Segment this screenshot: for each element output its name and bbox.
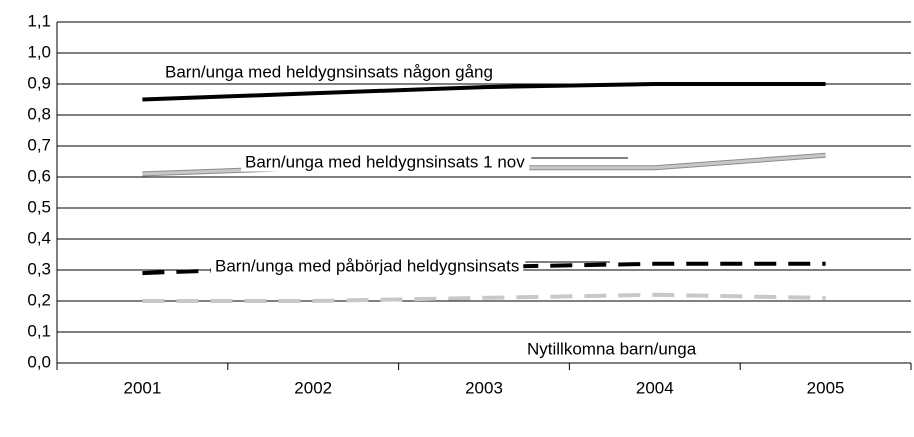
y-tick-label: 0,5 xyxy=(27,197,51,216)
y-tick-label: 0,8 xyxy=(27,104,51,123)
y-tick-label: 0,9 xyxy=(27,73,51,92)
series-line xyxy=(142,292,826,303)
y-tick-label: 0,3 xyxy=(27,259,51,278)
y-tick-label: 1,0 xyxy=(27,42,51,61)
y-tick-label: 1,1 xyxy=(27,11,51,30)
y-tick-label: 0,7 xyxy=(27,135,51,154)
x-tick-label: 2005 xyxy=(807,378,845,397)
x-tick-label: 2002 xyxy=(294,378,332,397)
series-line xyxy=(142,82,826,102)
y-tick-label: 0,4 xyxy=(27,228,51,247)
series-label: Barn/unga med påbörjad heldygnsinsats xyxy=(215,256,519,275)
y-tick-label: 0,0 xyxy=(27,352,51,371)
series-label: Nytillkomna barn/unga xyxy=(527,339,697,358)
series-label-bg xyxy=(211,256,524,276)
y-tick-label: 0,6 xyxy=(27,166,51,185)
series-label: Barn/unga med heldygnsinsats någon gång xyxy=(165,62,493,81)
x-tick-label: 2001 xyxy=(123,378,161,397)
x-tick-label: 2003 xyxy=(465,378,503,397)
series-label: Barn/unga med heldygnsinsats 1 nov xyxy=(245,152,525,171)
series-label-bg xyxy=(523,339,701,359)
y-tick-label: 0,1 xyxy=(27,321,51,340)
x-tick-label: 2004 xyxy=(636,378,674,397)
series-label-bg xyxy=(241,152,530,172)
series-label-bg xyxy=(161,62,497,82)
y-tick-label: 0,2 xyxy=(27,290,51,309)
